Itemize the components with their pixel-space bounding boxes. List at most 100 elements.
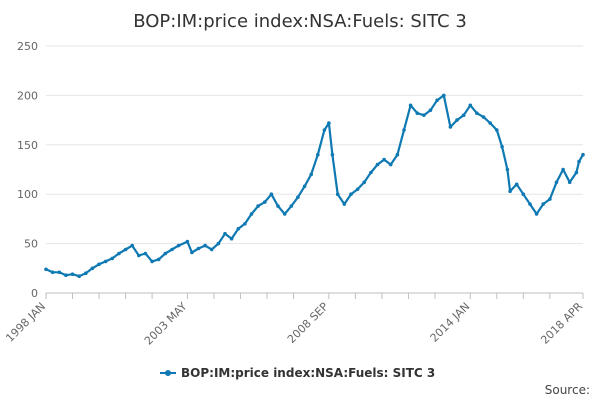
legend-label: BOP:IM:price index:NSA:Fuels: SITC 3 — [181, 366, 435, 380]
data-point — [216, 241, 221, 246]
data-point — [500, 145, 504, 149]
data-point — [468, 103, 473, 108]
chart-title: BOP:IM:price index:NSA:Fuels: SITC 3 — [133, 11, 467, 32]
data-point — [355, 187, 360, 192]
data-point — [505, 167, 510, 172]
data-point — [97, 262, 101, 267]
data-point — [375, 162, 380, 167]
y-tick-label: 100 — [17, 188, 38, 201]
data-point — [243, 222, 247, 226]
data-point — [84, 271, 88, 276]
data-point — [296, 195, 300, 199]
data-point — [408, 103, 413, 108]
data-point — [302, 184, 307, 189]
data-point — [475, 111, 479, 115]
data-point — [316, 152, 320, 157]
data-point — [395, 152, 400, 157]
data-point — [422, 113, 426, 117]
data-point — [229, 236, 234, 241]
data-point — [110, 256, 115, 261]
data-point — [190, 250, 194, 255]
data-point — [196, 246, 201, 251]
data-point — [156, 257, 161, 262]
data-point — [143, 251, 148, 256]
y-axis: 0 50 100 150 200 250 — [17, 40, 38, 300]
data-point — [327, 121, 331, 125]
data-point — [203, 243, 207, 248]
data-point — [448, 125, 453, 129]
data-point — [415, 111, 420, 115]
data-point — [236, 227, 241, 231]
data-point — [249, 212, 254, 216]
data-point — [57, 270, 62, 275]
data-point — [276, 204, 280, 208]
data-point — [77, 274, 81, 279]
y-tick-label: 50 — [24, 238, 38, 251]
chart-legend[interactable]: BOP:IM:price index:NSA:Fuels: SITC 3 — [160, 366, 435, 380]
data-point — [455, 118, 459, 122]
data-point — [567, 180, 572, 185]
data-point — [442, 93, 446, 98]
data-point — [70, 272, 75, 277]
data-point — [534, 212, 539, 216]
data-point — [209, 247, 214, 252]
data-point — [282, 212, 287, 216]
data-point — [488, 121, 493, 125]
legend-marker-icon — [165, 370, 171, 376]
y-tick-label: 150 — [17, 139, 38, 152]
data-point — [508, 189, 512, 193]
legend-item[interactable]: BOP:IM:price index:NSA:Fuels: SITC 3 — [160, 366, 435, 380]
data-point — [481, 115, 486, 119]
data-point — [103, 259, 108, 264]
data-point — [309, 172, 314, 177]
x-tick-label: 2003 MAY — [142, 300, 190, 348]
data-point — [150, 259, 154, 264]
data-point — [581, 152, 585, 157]
data-point — [50, 270, 55, 275]
data-point — [514, 182, 519, 187]
y-tick-label: 250 — [17, 40, 38, 53]
data-point — [428, 108, 433, 112]
data-point — [574, 170, 579, 175]
data-point — [382, 157, 386, 162]
x-axis: 1998 JAN 2003 MAY 2008 SEP 2014 JAN 2018 APR — [3, 293, 585, 348]
data-point — [402, 128, 406, 132]
data-point — [435, 98, 439, 103]
data-point — [185, 239, 190, 244]
data-point — [521, 192, 526, 196]
data-point — [256, 204, 260, 208]
data-point — [342, 202, 347, 206]
data-point — [64, 273, 68, 278]
data-point — [117, 251, 121, 256]
data-point — [335, 192, 340, 196]
data-point — [528, 202, 532, 206]
data-point — [369, 170, 373, 175]
data-point — [170, 247, 174, 252]
data-point — [495, 128, 499, 132]
data-point — [561, 167, 565, 172]
data-point — [263, 200, 267, 204]
x-tick-label: 2014 JAN — [428, 300, 473, 345]
chart-grid — [46, 45, 583, 294]
x-tick-label: 2008 SEP — [285, 300, 331, 346]
data-point — [349, 192, 353, 196]
data-point — [548, 197, 552, 201]
data-point — [163, 251, 168, 256]
source-label: Source: — [545, 383, 590, 397]
data-point — [362, 180, 367, 185]
chart-series — [44, 93, 585, 279]
data-point — [137, 253, 141, 258]
y-tick-label: 200 — [17, 89, 38, 102]
data-point — [322, 128, 327, 132]
data-point — [269, 192, 274, 196]
data-point — [330, 152, 335, 157]
data-point — [289, 204, 294, 208]
data-point — [554, 180, 559, 185]
data-point — [123, 247, 128, 252]
data-point — [541, 202, 545, 206]
data-point — [461, 113, 466, 117]
x-tick-label: 2018 APR — [538, 300, 585, 347]
data-point — [130, 243, 134, 248]
y-tick-label: 0 — [31, 287, 38, 300]
